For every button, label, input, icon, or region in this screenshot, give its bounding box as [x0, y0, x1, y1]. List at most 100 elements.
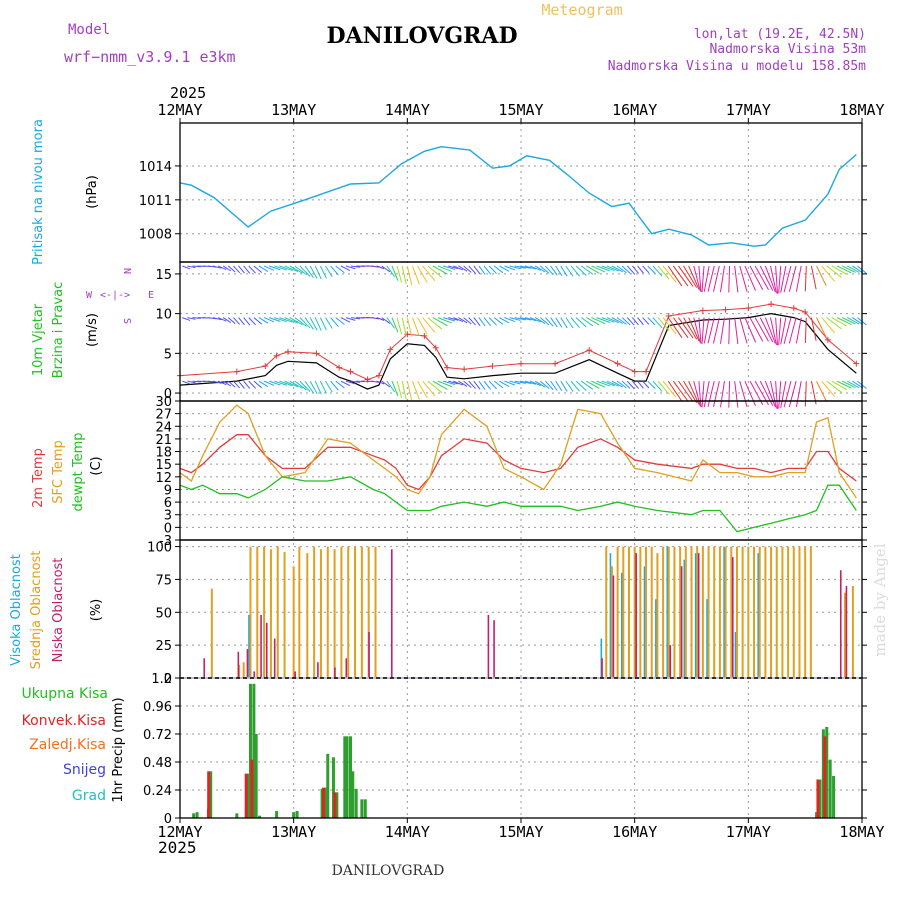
- wind-barb: [734, 317, 739, 345]
- precip-total-bar: [351, 771, 355, 818]
- wind-barb: [350, 380, 361, 383]
- y-tick-label: 0: [164, 812, 172, 827]
- wind-barb: [463, 317, 472, 325]
- wind-barb: [443, 265, 456, 270]
- dewpoint-line: [179, 476, 857, 533]
- wind-barb: [826, 265, 842, 278]
- wind-barb: [468, 265, 476, 274]
- page-title: DANILOVGRAD: [326, 23, 517, 49]
- precip-conv-bar: [823, 736, 827, 818]
- day-label-bottom: 16MAY: [612, 823, 657, 841]
- wind-barb: [540, 265, 550, 274]
- compass-s: S: [121, 318, 132, 324]
- wind-barb: [263, 317, 275, 323]
- precip-unit: 1hr Precip (mm): [111, 697, 126, 802]
- wind-barb: [443, 380, 456, 386]
- day-label-bottom: 18MAY: [839, 823, 884, 841]
- wind-gust-marker: [552, 360, 559, 367]
- wind-barb: [468, 317, 476, 326]
- precip-total-bar: [275, 811, 279, 818]
- wind-gust-marker: [699, 307, 706, 314]
- wind-barb: [606, 317, 619, 324]
- wind-barb: [550, 380, 558, 391]
- wind-barb: [182, 265, 191, 270]
- y-tick-label: 24: [155, 420, 172, 435]
- wind-gust-marker: [768, 301, 775, 308]
- wind-barb: [417, 265, 428, 283]
- wind-barb: [657, 317, 670, 332]
- wind-barb: [319, 317, 327, 331]
- wind-barb: [519, 265, 532, 269]
- wind-barb: [274, 265, 287, 271]
- day-label-top: 18MAY: [839, 101, 884, 119]
- wind-barb: [841, 317, 856, 325]
- wind-barb: [591, 380, 606, 388]
- wind-barb: [493, 317, 504, 325]
- wind-barb: [238, 317, 245, 326]
- wind-barb: [821, 380, 836, 397]
- wind-gust-marker: [745, 305, 752, 312]
- wind-barb: [386, 317, 396, 329]
- wind-barb: [780, 381, 787, 409]
- grid-layer: [180, 123, 862, 818]
- wind-barb: [662, 380, 677, 398]
- wind-barb: [274, 317, 287, 323]
- wind-barb: [652, 265, 663, 277]
- wind-barb: [376, 265, 385, 270]
- altitude-label: Nadmorska Visina 53m: [709, 42, 866, 57]
- wind-barb: [683, 380, 698, 404]
- wind-barb: [212, 265, 222, 269]
- wind-barb: [703, 265, 710, 292]
- wind-barb: [821, 265, 836, 282]
- wind-barb: [233, 380, 241, 389]
- wind-barb: [698, 381, 702, 408]
- wind-barb: [263, 380, 275, 386]
- wind-barb: [529, 380, 541, 386]
- y-tick-label: 0.96: [143, 700, 172, 715]
- day-label-top: 17MAY: [726, 101, 771, 119]
- lonlat-label: lon,lat (19.2E, 42.5N): [694, 27, 866, 42]
- cloud-high-label: Visoka Oblacnost: [9, 554, 24, 666]
- wind-barb: [222, 265, 232, 272]
- wind-unit: (m/s): [85, 313, 100, 347]
- wind-gust-marker: [643, 368, 650, 375]
- wind-barb: [672, 317, 689, 339]
- wind-compass: W E <-|-> N S: [86, 268, 154, 324]
- wind-barb: [269, 265, 281, 271]
- wind-barb: [810, 265, 817, 290]
- wind-gust-marker: [802, 309, 809, 316]
- wind-barb: [852, 265, 863, 274]
- wind-barb: [816, 317, 827, 338]
- precip-total-bar: [195, 812, 199, 818]
- wind-gust-line: [179, 303, 857, 381]
- precip-total-bar: [235, 813, 239, 818]
- wind-barb: [248, 265, 256, 274]
- wind-barb: [448, 265, 459, 270]
- wind-barb: [519, 317, 532, 321]
- wind-barb: [688, 317, 700, 342]
- wind-barb: [524, 380, 537, 385]
- wind-barb: [575, 317, 587, 328]
- wind-barb: [391, 380, 399, 397]
- wind-barb: [586, 380, 600, 389]
- wind-barb: [458, 265, 468, 272]
- precip-total-bar: [825, 727, 829, 818]
- day-label-bottom: 14MAY: [385, 823, 430, 841]
- wind-barb: [187, 317, 196, 320]
- wind-barb: [667, 317, 683, 338]
- wind-barb: [381, 317, 391, 324]
- wind-barb: [795, 317, 802, 344]
- wind-gust-marker: [262, 363, 269, 370]
- wind-barb: [238, 265, 245, 274]
- wind-barb: [719, 265, 725, 293]
- precip-total-bar: [248, 683, 252, 818]
- wind-barb: [652, 317, 663, 329]
- y-tick-label: 0.72: [143, 728, 172, 743]
- wind-gust-marker: [722, 306, 729, 313]
- wind-barb: [637, 317, 644, 326]
- wind-barb: [621, 380, 631, 389]
- wind-barb: [458, 380, 468, 387]
- panel-frame-pressure: [179, 122, 863, 263]
- model-label: Model: [68, 22, 110, 38]
- wind-barb: [417, 317, 428, 335]
